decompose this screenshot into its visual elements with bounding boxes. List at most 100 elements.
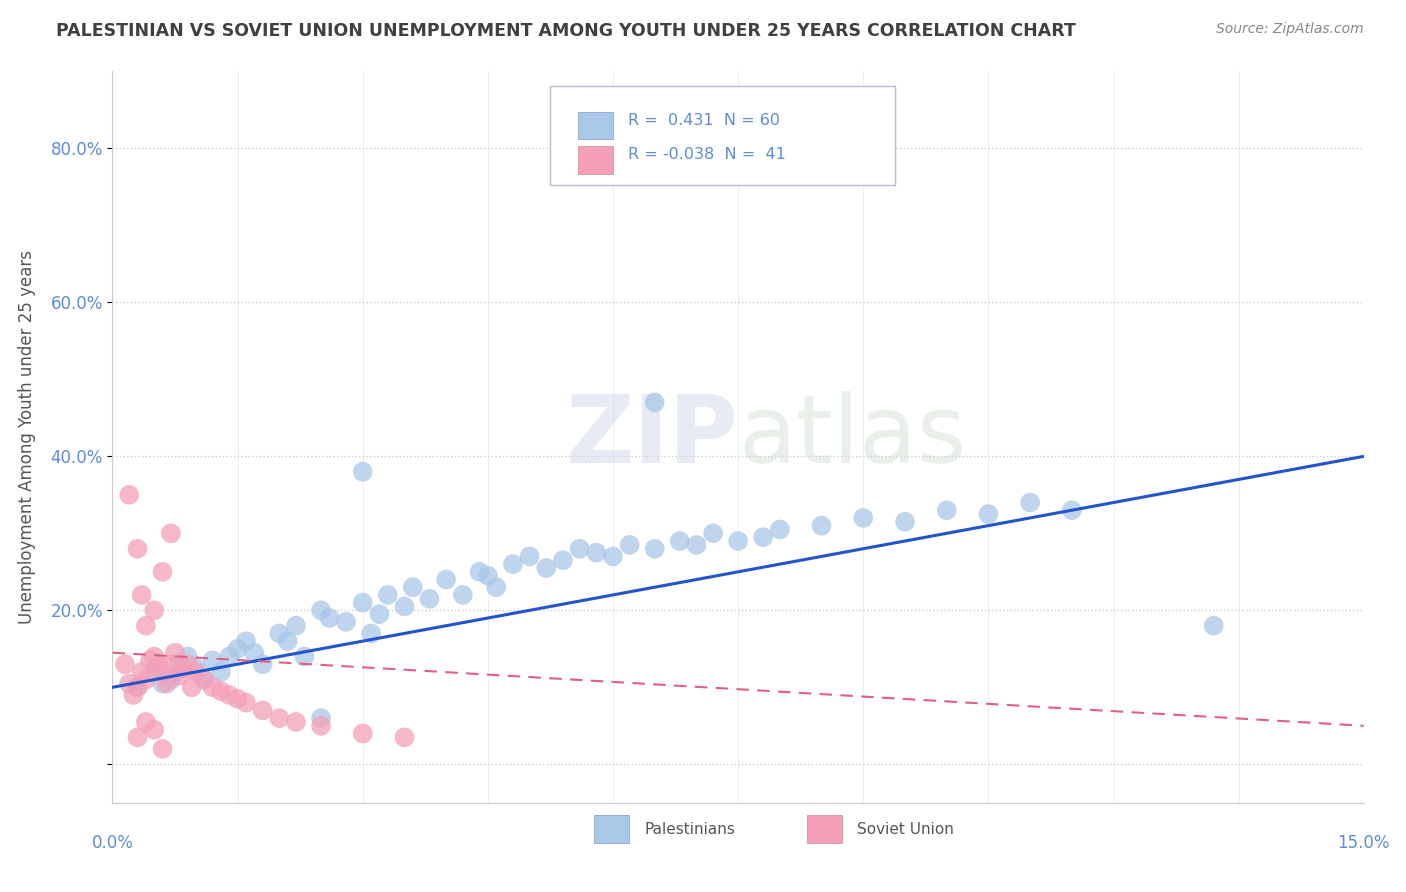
Point bbox=[127, 681, 149, 695]
Point bbox=[127, 681, 149, 695]
Point bbox=[160, 657, 183, 672]
Point bbox=[152, 676, 174, 690]
Point bbox=[193, 673, 215, 687]
Point bbox=[468, 565, 491, 579]
Point bbox=[160, 526, 183, 541]
Point bbox=[702, 526, 724, 541]
Point bbox=[519, 549, 541, 564]
Point bbox=[135, 618, 157, 632]
Point bbox=[1202, 618, 1225, 632]
Point bbox=[394, 731, 416, 745]
Point bbox=[502, 557, 524, 571]
Text: atlas: atlas bbox=[738, 391, 966, 483]
Point bbox=[209, 665, 232, 679]
Point bbox=[536, 561, 558, 575]
Point bbox=[252, 657, 274, 672]
Point bbox=[451, 588, 474, 602]
Point bbox=[118, 676, 141, 690]
Point bbox=[852, 511, 875, 525]
Point bbox=[1019, 495, 1042, 509]
Point bbox=[131, 588, 153, 602]
Point bbox=[769, 523, 792, 537]
Point bbox=[585, 545, 607, 559]
Point bbox=[184, 661, 207, 675]
Point bbox=[235, 634, 257, 648]
Point bbox=[235, 696, 257, 710]
Text: R =  0.431  N = 60: R = 0.431 N = 60 bbox=[628, 113, 780, 128]
Point bbox=[727, 534, 749, 549]
Point bbox=[160, 673, 183, 687]
Point bbox=[434, 573, 457, 587]
Point bbox=[152, 742, 174, 756]
Point bbox=[163, 646, 186, 660]
Point bbox=[252, 703, 274, 717]
Point bbox=[309, 719, 332, 733]
Point bbox=[167, 669, 190, 683]
Point bbox=[127, 731, 149, 745]
FancyBboxPatch shape bbox=[550, 86, 894, 185]
Point bbox=[143, 649, 166, 664]
Point bbox=[485, 580, 508, 594]
Point bbox=[644, 395, 666, 409]
Point bbox=[226, 691, 249, 706]
Point bbox=[335, 615, 357, 629]
Text: 0.0%: 0.0% bbox=[91, 834, 134, 852]
Point bbox=[269, 711, 291, 725]
FancyBboxPatch shape bbox=[578, 146, 613, 174]
Point bbox=[269, 626, 291, 640]
Point bbox=[135, 673, 157, 687]
Point bbox=[551, 553, 574, 567]
Point bbox=[218, 649, 240, 664]
Point bbox=[568, 541, 591, 556]
Text: Soviet Union: Soviet Union bbox=[858, 822, 953, 837]
Point bbox=[201, 653, 224, 667]
Point bbox=[172, 661, 194, 675]
Point bbox=[143, 665, 166, 679]
Point bbox=[402, 580, 425, 594]
Point bbox=[418, 591, 440, 606]
Point bbox=[176, 657, 198, 672]
Point bbox=[243, 646, 266, 660]
Point bbox=[118, 488, 141, 502]
Point bbox=[135, 714, 157, 729]
Text: PALESTINIAN VS SOVIET UNION UNEMPLOYMENT AMONG YOUTH UNDER 25 YEARS CORRELATION : PALESTINIAN VS SOVIET UNION UNEMPLOYMENT… bbox=[56, 22, 1076, 40]
Point bbox=[226, 641, 249, 656]
Point bbox=[180, 681, 202, 695]
Point bbox=[1060, 503, 1083, 517]
Point bbox=[209, 684, 232, 698]
FancyBboxPatch shape bbox=[578, 112, 613, 139]
Point bbox=[176, 649, 198, 664]
Text: R = -0.038  N =  41: R = -0.038 N = 41 bbox=[628, 147, 786, 162]
Text: Palestinians: Palestinians bbox=[644, 822, 735, 837]
Point bbox=[619, 538, 641, 552]
Point bbox=[292, 649, 315, 664]
Point bbox=[143, 603, 166, 617]
Point bbox=[131, 665, 153, 679]
Point bbox=[894, 515, 917, 529]
Point bbox=[935, 503, 957, 517]
Point bbox=[152, 665, 174, 679]
Point bbox=[644, 541, 666, 556]
Point bbox=[143, 723, 166, 737]
Point bbox=[352, 465, 374, 479]
Point bbox=[122, 688, 145, 702]
Point bbox=[668, 534, 690, 549]
Point bbox=[139, 653, 162, 667]
FancyBboxPatch shape bbox=[595, 815, 630, 843]
Point bbox=[114, 657, 136, 672]
Point bbox=[193, 673, 215, 687]
Point bbox=[602, 549, 624, 564]
Point bbox=[156, 676, 179, 690]
Point bbox=[152, 565, 174, 579]
Point bbox=[352, 726, 374, 740]
Text: ZIP: ZIP bbox=[565, 391, 738, 483]
FancyBboxPatch shape bbox=[807, 815, 842, 843]
Point bbox=[277, 634, 299, 648]
Point bbox=[309, 603, 332, 617]
Point bbox=[285, 618, 308, 632]
Point bbox=[167, 657, 190, 672]
Point bbox=[127, 541, 149, 556]
Point bbox=[685, 538, 707, 552]
Point bbox=[318, 611, 340, 625]
Point bbox=[360, 626, 382, 640]
